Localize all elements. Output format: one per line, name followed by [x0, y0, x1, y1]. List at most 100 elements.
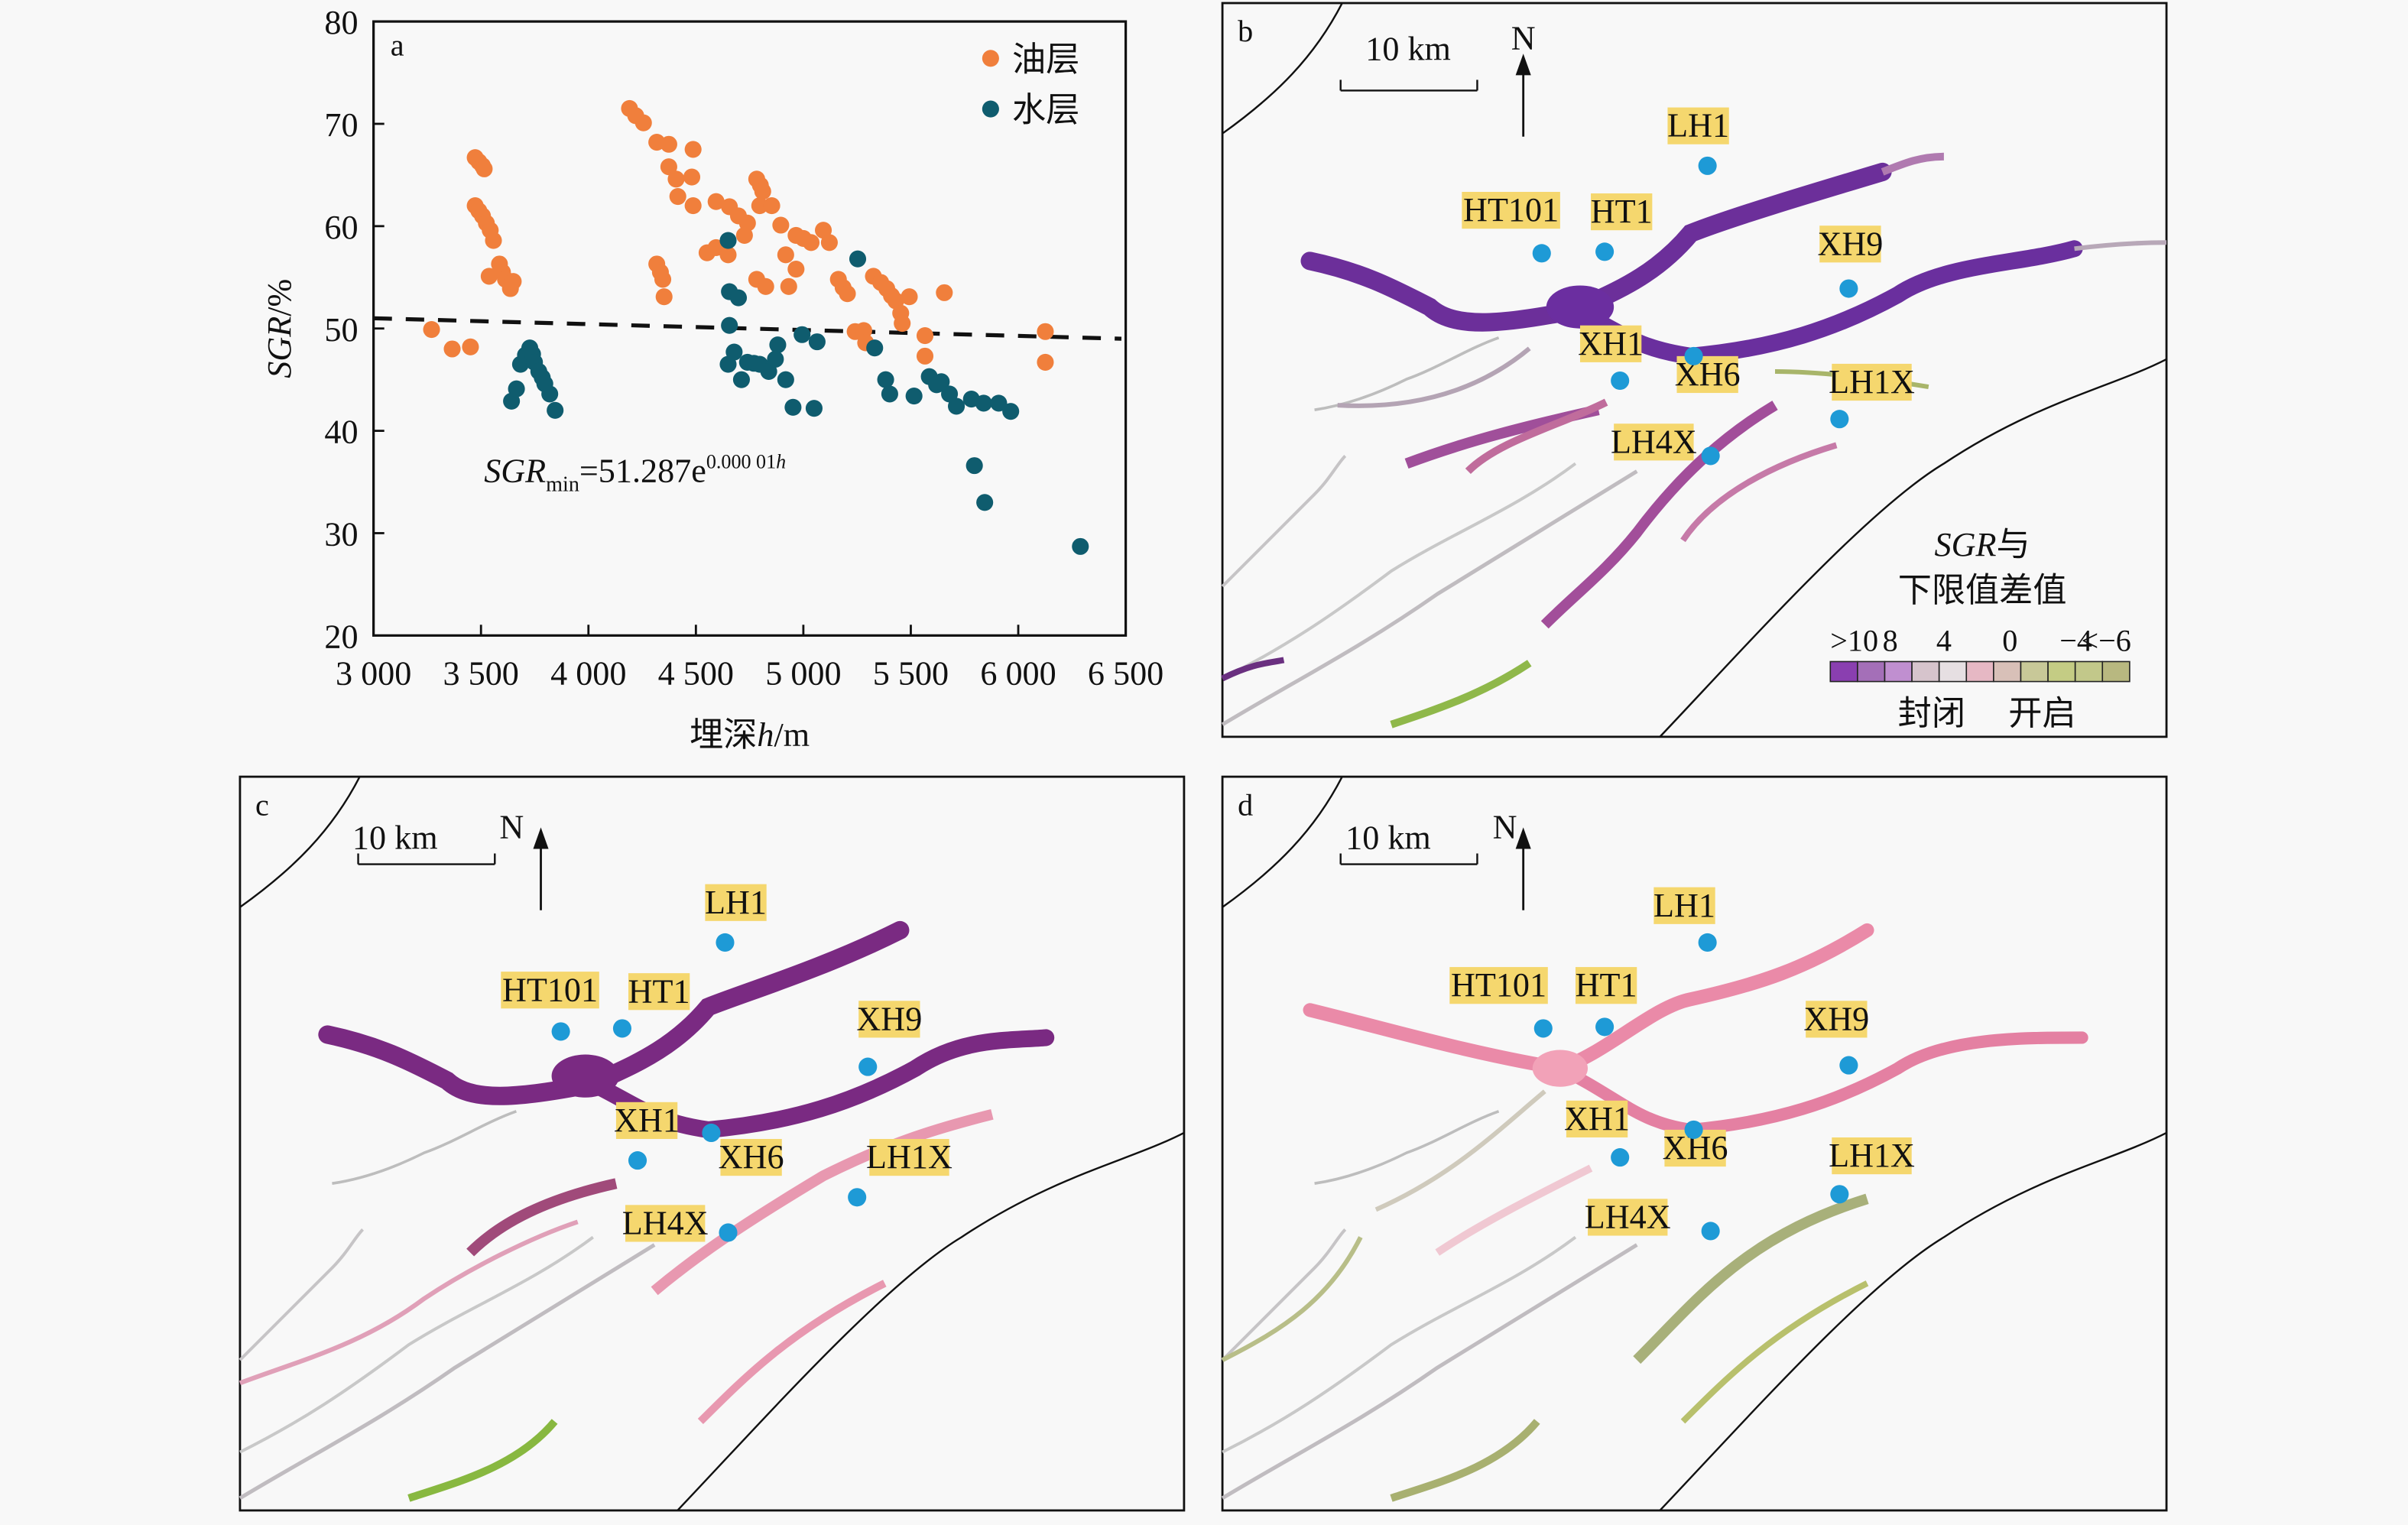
panel-label-c: c [255, 787, 269, 822]
data-point [654, 271, 672, 288]
well-marker [1839, 279, 1858, 298]
well-marker [1684, 1120, 1703, 1139]
data-point [660, 135, 677, 153]
scatter-points [423, 99, 1089, 555]
data-point [485, 232, 502, 249]
data-point [655, 288, 673, 306]
data-point [808, 333, 826, 351]
series-water-layer [503, 232, 1089, 555]
well-marker [1595, 1017, 1615, 1037]
data-point [941, 385, 959, 403]
data-point [787, 261, 805, 278]
legend-color-bar [1829, 660, 2131, 683]
well-label: LH1 [1667, 107, 1729, 144]
data-point [976, 494, 994, 511]
data-point [505, 273, 522, 290]
well-xh9: XH9 [1803, 1000, 1869, 1075]
well-label-bg [1449, 967, 1548, 1004]
data-point [735, 226, 753, 244]
well-marker [1839, 1056, 1858, 1075]
well-ht1: HT1 [1575, 966, 1637, 1037]
north-arrow-label: N [1511, 19, 1536, 57]
well-label: HT1 [1576, 966, 1637, 1004]
y-axis: 20 30 40 50 60 70 80 [324, 4, 385, 655]
well-marker [1698, 933, 1717, 952]
well-label: XH1 [1564, 1100, 1630, 1137]
well-ht101: HT101 [1462, 191, 1560, 263]
data-point [719, 246, 737, 264]
x-tick-label: 4 500 [658, 655, 734, 693]
x-axis-label: 埋深h/m [690, 716, 810, 754]
panel-label-b: b [1238, 14, 1253, 48]
legend-swatch [1857, 660, 1886, 683]
x-tick-label: 4 000 [550, 655, 626, 693]
data-point [754, 183, 771, 200]
well-xh6: XH6 [702, 1123, 784, 1176]
data-point [683, 168, 701, 186]
well-label: LH1 [705, 884, 767, 921]
data-point [1072, 537, 1089, 555]
scale-bar-label: 10 km [1365, 30, 1451, 67]
legend-tick-labels: >10 8 4 0 −4<−6 [1830, 623, 2131, 657]
data-point [805, 400, 823, 417]
legend-swatch [1884, 660, 1913, 683]
legend-caption-sealed: 封闭 [1898, 695, 1965, 732]
legend-title-line2: 下限值差值 [1898, 572, 2067, 609]
legend-swatch [1938, 660, 1968, 683]
well-label: XH9 [856, 1000, 922, 1037]
legend-tick-label: >10 [1830, 623, 1878, 657]
well-marker [848, 1188, 867, 1207]
well-label-bg [1667, 107, 1729, 144]
legend-marker-water [982, 100, 999, 118]
legend-marker-oil [982, 50, 999, 67]
data-point [729, 289, 748, 307]
data-point [849, 250, 867, 268]
well-label-bg [1462, 192, 1560, 229]
well-marker [1830, 1185, 1849, 1204]
x-tick-label: 3 000 [336, 655, 411, 693]
well-label-bg [1591, 193, 1653, 231]
well-label-bg [869, 1138, 949, 1176]
y-tick-label: 20 [324, 618, 358, 655]
well-label: XH1 [614, 1102, 680, 1139]
scale-bar-label: 10 km [352, 819, 438, 856]
data-point [905, 388, 923, 405]
well-label-bg [1614, 423, 1694, 461]
data-point [475, 160, 493, 177]
y-tick-label: 70 [324, 106, 358, 144]
well-xh6: XH6 [1663, 1120, 1728, 1167]
legend-swatch [2101, 660, 2131, 683]
data-point [839, 285, 856, 303]
legend-swatch [2020, 660, 2049, 683]
well-label-bg [1575, 967, 1637, 1004]
legend-swatch [2047, 660, 2076, 683]
data-point [916, 347, 934, 365]
data-point [547, 401, 564, 419]
y-tick-label: 50 [324, 311, 358, 349]
well-label: LH4X [622, 1204, 709, 1241]
well-label: LH1X [1829, 1137, 1915, 1174]
panel-d-map: d 10 km N LH1 HT101 HT1 XH9 XH1 XH6 LH1X LH4X [1222, 777, 2166, 1510]
well-label-bg [625, 1205, 706, 1242]
well-label: XH6 [719, 1138, 784, 1176]
legend-swatch [1829, 660, 1858, 683]
data-point [933, 373, 950, 391]
well-lh4x: LH4X [1611, 423, 1720, 466]
data-point [669, 187, 686, 206]
data-point [948, 397, 965, 415]
data-point [508, 380, 525, 397]
well-marker [1830, 410, 1849, 429]
north-arrow-label: N [499, 808, 524, 845]
data-point [684, 141, 702, 158]
y-tick-label: 30 [324, 516, 358, 553]
well-label-bg [858, 1001, 920, 1038]
well-lh1x: LH1X [848, 1138, 952, 1207]
panel-label-d: d [1238, 787, 1253, 822]
data-point [936, 284, 953, 301]
well-xh6: XH6 [1675, 346, 1741, 394]
data-point [777, 371, 794, 388]
well-marker [858, 1057, 878, 1076]
panel-b-map: b 10 km N LH1 HT101 HT1 XH9 XH1 XH6 LH1X LH4X S… [1222, 3, 2166, 737]
well-marker [716, 933, 735, 952]
